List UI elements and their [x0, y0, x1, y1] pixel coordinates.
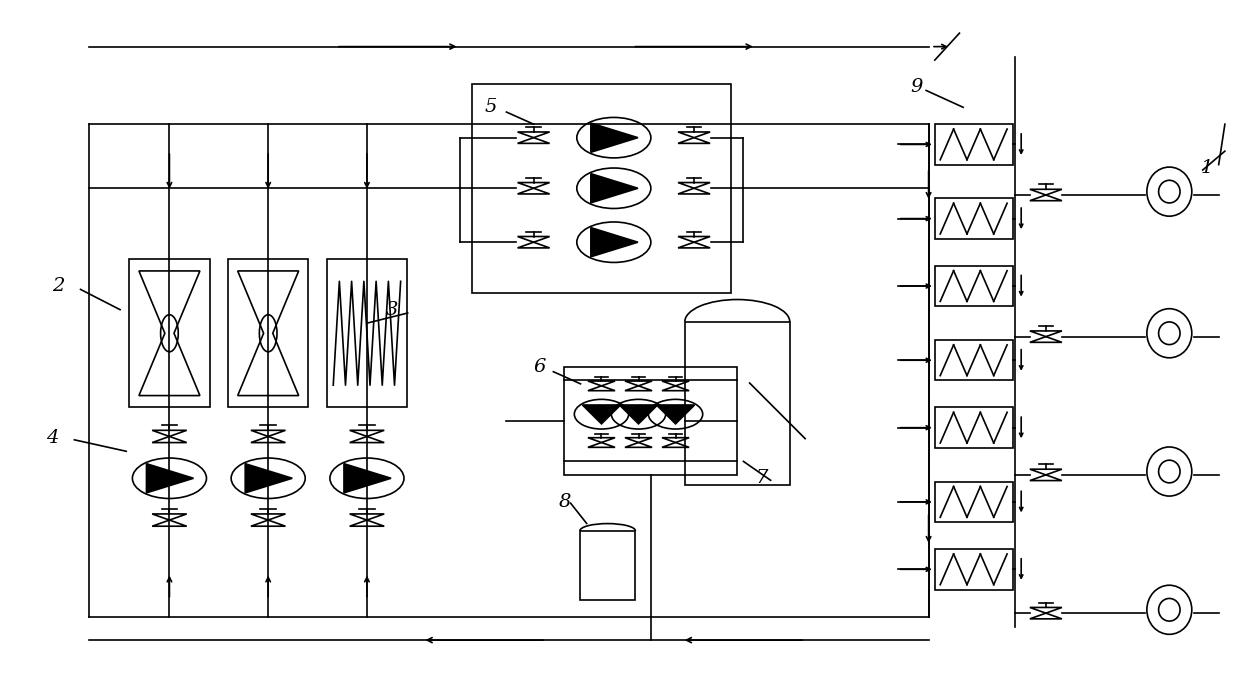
- Bar: [129, 259, 210, 407]
- Polygon shape: [591, 173, 637, 203]
- Bar: [935, 481, 1013, 522]
- Bar: [935, 407, 1013, 448]
- Bar: [935, 124, 1013, 165]
- Text: 5: 5: [484, 99, 496, 116]
- Bar: [580, 531, 635, 600]
- Polygon shape: [146, 464, 193, 493]
- Bar: [228, 259, 309, 407]
- Bar: [564, 367, 738, 475]
- Text: 1: 1: [1200, 159, 1213, 177]
- Text: 8: 8: [558, 493, 570, 511]
- Polygon shape: [583, 405, 620, 424]
- Text: 9: 9: [910, 78, 923, 96]
- Text: 2: 2: [52, 277, 64, 295]
- Text: 7: 7: [755, 469, 768, 488]
- Polygon shape: [343, 464, 391, 493]
- Polygon shape: [591, 123, 637, 152]
- Bar: [935, 266, 1013, 306]
- Text: 6: 6: [533, 358, 546, 376]
- Polygon shape: [246, 464, 293, 493]
- Bar: [472, 84, 732, 293]
- Bar: [935, 340, 1013, 381]
- Bar: [684, 322, 790, 485]
- Polygon shape: [656, 405, 694, 424]
- Bar: [935, 549, 1013, 590]
- Text: 4: 4: [46, 429, 58, 447]
- Bar: [935, 199, 1013, 239]
- Polygon shape: [620, 405, 657, 424]
- Bar: [327, 259, 407, 407]
- Polygon shape: [591, 228, 637, 257]
- Text: 3: 3: [386, 301, 398, 319]
